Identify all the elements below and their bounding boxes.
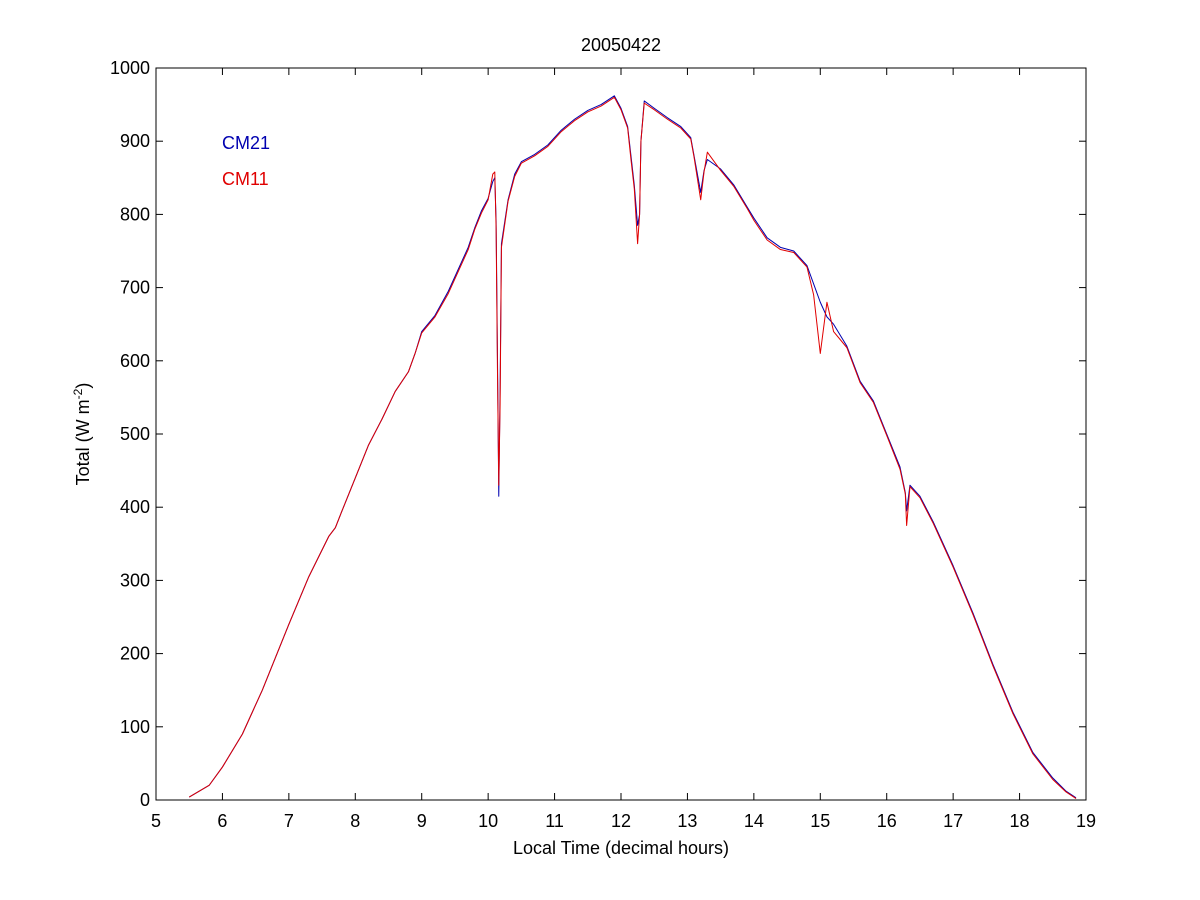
y-tick-label: 600 [120,351,150,371]
x-tick-label: 15 [810,811,830,831]
series-layer [188,95,1077,799]
y-tick-label: 700 [120,278,150,298]
y-tick-label: 500 [120,424,150,444]
y-axis-title-tail: ) [73,383,93,389]
y-tick-label: 900 [120,131,150,151]
x-tick-label: 19 [1076,811,1096,831]
x-tick-label: 6 [217,811,227,831]
x-tick-label: 18 [1010,811,1030,831]
legend-entry-cm21: CM21 [222,133,270,153]
y-tick-label: 300 [120,570,150,590]
x-axis-title: Local Time (decimal hours) [513,838,729,858]
chart-title: 20050422 [581,35,661,55]
x-tick-label: 13 [677,811,697,831]
y-tick-label: 800 [120,204,150,224]
x-tick-label: 17 [943,811,963,831]
x-tick-label: 9 [417,811,427,831]
x-tick-label: 5 [151,811,161,831]
y-axis-title-superscript: -2 [71,388,85,399]
x-tick-label: 12 [611,811,631,831]
y-tick-label: 1000 [110,58,150,78]
y-tick-label: 100 [120,717,150,737]
y-axis-title: Total (W m-2) [71,383,93,486]
legend: CM21 CM11 [222,133,270,189]
x-tick-label: 14 [744,811,764,831]
y-tick-label: 0 [140,790,150,810]
axis-ticks: 5 6 7 8 9 10 11 12 13 14 15 16 17 18 19 0 100 200 300 400 50… [110,58,1096,831]
y-axis-title-base: Total (W m [73,399,93,485]
x-tick-label: 16 [877,811,897,831]
y-tick-label: 200 [120,644,150,664]
legend-entry-cm11: CM11 [222,169,269,189]
x-tick-label: 11 [545,811,564,831]
y-tick-label: 400 [120,497,150,517]
x-tick-label: 8 [350,811,360,831]
x-tick-label: 7 [284,811,294,831]
series-line-cm11 [188,96,1077,799]
x-tick-label: 10 [478,811,498,831]
